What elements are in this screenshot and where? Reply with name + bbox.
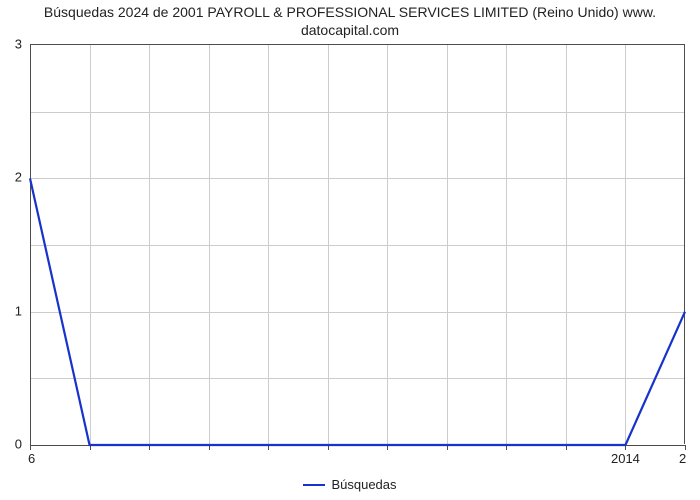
x-tick-label: 2014 [611,451,640,466]
x-corner-label-right: 2 [679,451,686,466]
legend: Búsquedas [0,476,700,492]
x-corner-label-left: 6 [28,451,35,466]
y-tick-label: 3 [0,37,22,52]
chart-title: Búsquedas 2024 de 2001 PAYROLL & PROFESS… [0,4,700,39]
series-line [30,45,685,445]
chart-title-line2: datocapital.com [301,22,399,38]
legend-label: Búsquedas [331,477,396,492]
legend-swatch [303,484,325,486]
x-tick [30,445,31,450]
plot-area [30,44,685,444]
y-tick-label: 1 [0,303,22,318]
x-tick [685,445,686,450]
chart-title-line1: Búsquedas 2024 de 2001 PAYROLL & PROFESS… [44,4,656,20]
y-tick-label: 0 [0,437,22,452]
y-tick-label: 2 [0,170,22,185]
